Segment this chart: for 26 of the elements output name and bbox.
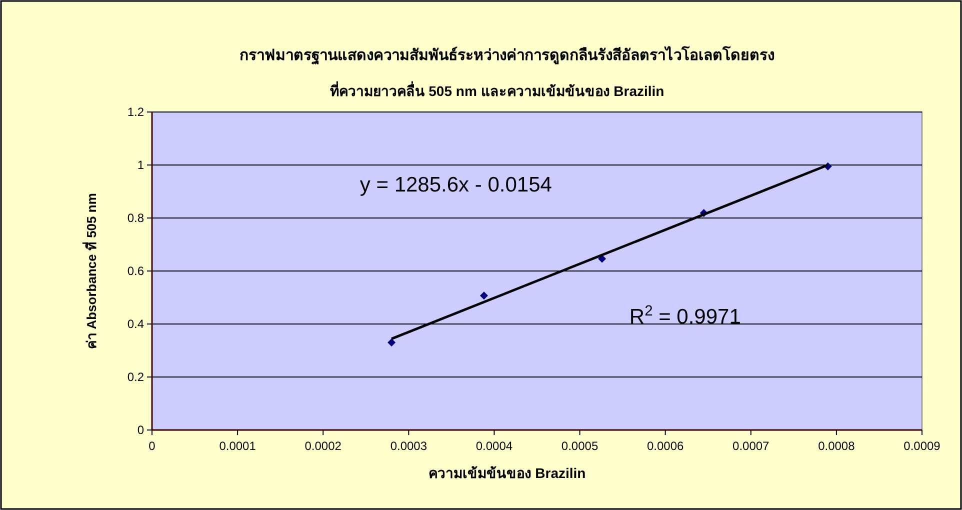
x-tick-label: 0.0006 — [646, 439, 684, 453]
y-tick-label: 0.6 — [127, 264, 144, 278]
x-tick-label: 0.0001 — [219, 439, 256, 453]
point — [480, 292, 488, 300]
x-tick-label: 0.0007 — [732, 439, 770, 453]
x-tick-label: 0.0003 — [390, 439, 428, 453]
y-tick-label: 0.8 — [127, 211, 144, 225]
x-tick-label: 0.0004 — [476, 439, 513, 453]
chart-title: กราฟมาตรฐานแสดงความสัมพันธ์ระหว่างค่าการดูดกลืนรังสีอัลตราไวโอเลตโดยตรง — [240, 45, 774, 65]
y-tick-label: 1 — [137, 158, 144, 172]
y-tick-label: 0 — [137, 423, 144, 437]
x-tick-label: 0.0002 — [304, 439, 342, 453]
y-axis-title: ค่า Absorbance ที่ 505 nm — [82, 193, 99, 349]
point — [598, 254, 606, 263]
x-axis-title: ความเข้มข้นของ Brazilin — [428, 465, 586, 481]
y-tick-label: 0.4 — [127, 317, 144, 331]
point — [388, 338, 396, 347]
x-tick-label: 0 — [148, 439, 156, 453]
y-tick-label: 1.2 — [127, 105, 144, 119]
x-tick-label: 0.0009 — [904, 439, 941, 453]
x-tick-label: 0.0005 — [561, 439, 598, 453]
chart-subtitle: ที่ความยาวคลื่น 505 nm และความเข้มข้นของ Brazilin — [330, 81, 664, 99]
x-tick-label: 0.0008 — [818, 439, 856, 453]
annotation: y = 1285.6x - 0.0154 — [360, 174, 552, 196]
annotation: R$^{2}$ = 0.9971 — [629, 303, 741, 328]
y-tick-label: 0.2 — [127, 370, 144, 384]
